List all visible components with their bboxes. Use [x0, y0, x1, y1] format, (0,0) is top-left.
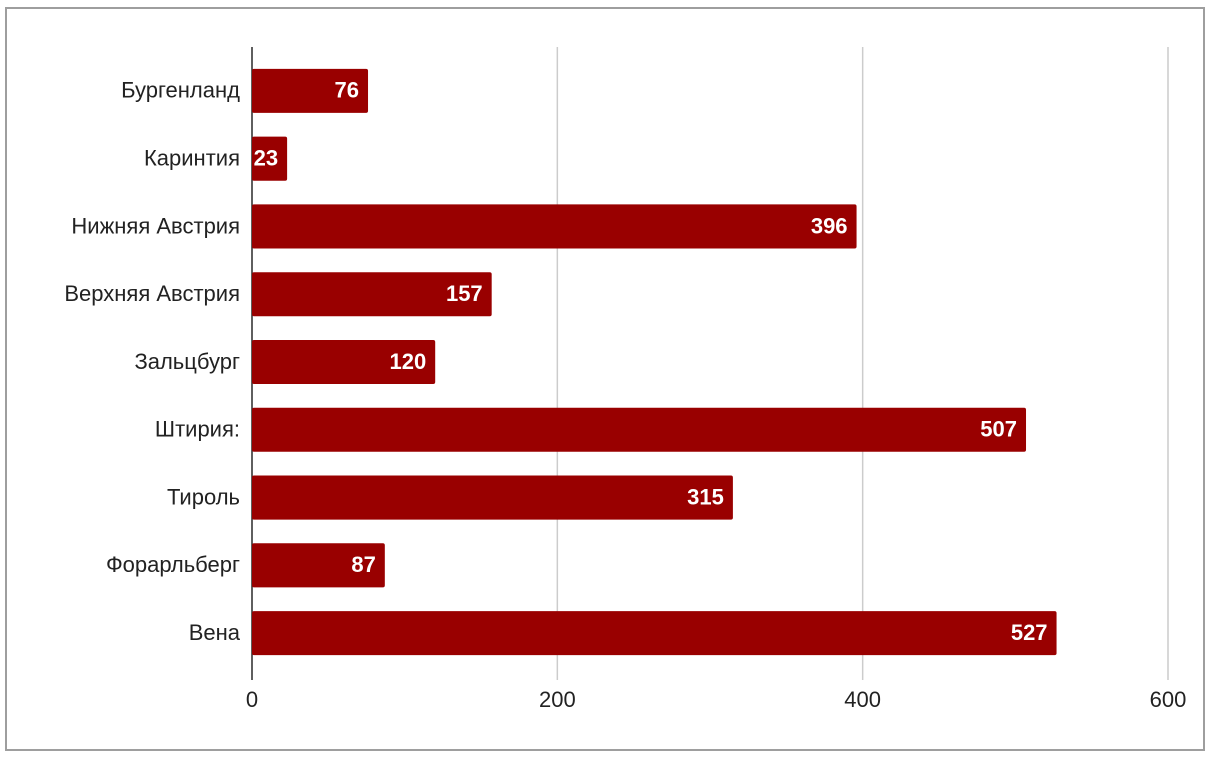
value-label: 120 — [389, 349, 426, 374]
bar — [252, 475, 733, 520]
bar — [252, 68, 369, 113]
x-tick-label: 400 — [844, 687, 881, 712]
value-label: 87 — [351, 552, 375, 577]
y-tick-label: Тироль — [167, 484, 240, 509]
y-tick-label: Каринтия — [144, 145, 240, 170]
y-tick-label: Бургенланд — [121, 78, 240, 103]
bar — [252, 136, 288, 181]
y-tick-label: Штирия: — [155, 417, 240, 442]
x-tick-label: 200 — [539, 687, 576, 712]
value-label: 507 — [980, 417, 1017, 442]
x-tick-label: 600 — [1150, 687, 1187, 712]
value-label: 396 — [811, 213, 848, 238]
bar — [252, 272, 492, 317]
value-label: 76 — [335, 78, 359, 103]
bar — [252, 204, 857, 249]
y-tick-label: Верхняя Австрия — [64, 281, 240, 306]
value-label: 23 — [254, 145, 278, 170]
y-tick-label: Вена — [189, 620, 241, 645]
x-tick-label: 0 — [246, 687, 258, 712]
y-tick-label: Зальцбург — [134, 349, 240, 374]
value-label: 315 — [687, 484, 724, 509]
bar — [252, 611, 1057, 656]
value-label: 157 — [446, 281, 483, 306]
bar — [252, 407, 1027, 452]
bar — [252, 339, 436, 385]
value-label: 527 — [1011, 620, 1048, 645]
y-tick-label: Нижняя Австрия — [71, 213, 240, 238]
y-tick-label: Форарльберг — [106, 552, 240, 577]
bar — [252, 543, 385, 588]
